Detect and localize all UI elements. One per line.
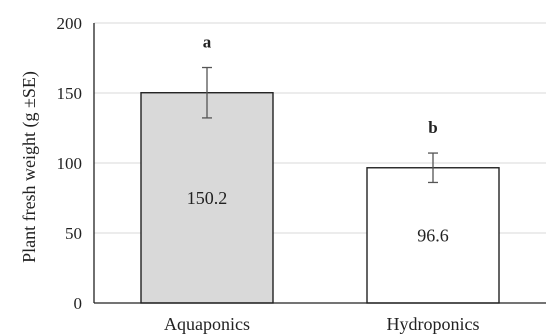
x-tick-label-hydroponics: Hydroponics: [387, 314, 480, 334]
y-tick-label-150: 150: [57, 84, 83, 103]
data-label-aquaponics: 150.2: [187, 188, 228, 208]
data-label-hydroponics: 96.6: [417, 225, 449, 245]
y-tick-label-50: 50: [65, 224, 82, 243]
y-axis-title: Plant fresh weight (g ±SE): [19, 71, 40, 263]
category-labels: Aquaponics Hydroponics: [164, 314, 479, 334]
error-bars: [202, 66, 438, 184]
significance-label-aquaponics: a: [203, 33, 212, 52]
bar-aquaponics: [140, 92, 274, 304]
x-tick-label-aquaponics: Aquaponics: [164, 314, 250, 334]
y-tick-label-0: 0: [74, 294, 83, 313]
axes: [93, 23, 546, 304]
y-tick-label-200: 200: [57, 14, 83, 33]
significance-label-hydroponics: b: [428, 118, 437, 137]
bar-labels: a 150.2 b 96.6: [187, 33, 449, 246]
y-tick-labels: 0 50 100 150 200: [57, 14, 83, 313]
y-tick-label-100: 100: [57, 154, 83, 173]
